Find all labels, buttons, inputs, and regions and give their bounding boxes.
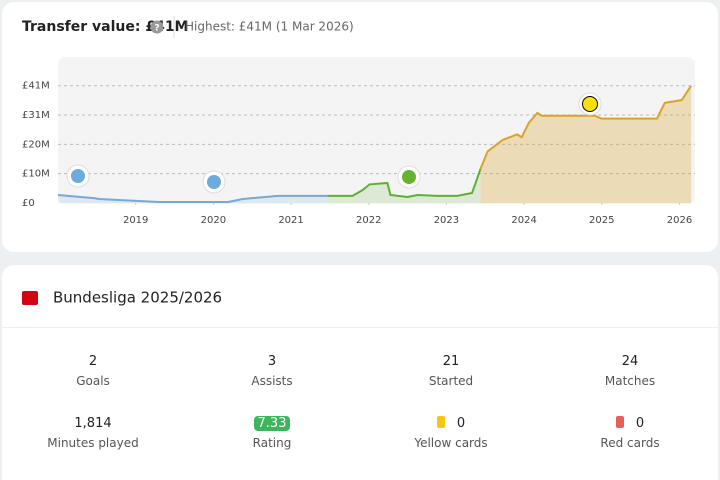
y-tick-label: £41M (22, 81, 50, 92)
y-tick-label: £0 (22, 198, 35, 209)
card-icon (615, 416, 624, 428)
stat-value: 21 (361, 352, 541, 372)
y-tick-label: £20M (22, 139, 50, 150)
stat-value-text: 0 (635, 416, 645, 431)
help-icon[interactable] (150, 20, 164, 34)
stat-label: Red cards (600, 436, 660, 450)
stat: 3 Assists (182, 352, 362, 388)
help-glyph: ? (154, 24, 159, 34)
stats-card: 2 Goals 3 Assists 21 Started 24 Matches 1,814 Min… (2, 265, 718, 480)
line (479, 85, 692, 170)
badge (582, 96, 598, 112)
divider (2, 327, 718, 328)
stat-value: 1,814 (3, 414, 183, 434)
stat-value: 0 (361, 414, 541, 434)
x-tick-label: 2025 (589, 215, 614, 226)
stat-value-text: 3 (267, 354, 277, 369)
stat-value-text: 0 (456, 416, 466, 431)
title: Transfer value: £41M (22, 19, 189, 35)
stat-value-text: 1,814 (74, 416, 112, 431)
badge (402, 170, 416, 184)
x-tick-label: 2021 (278, 215, 303, 226)
y-tick-label: £31M (22, 110, 50, 121)
chart: Transfer value: £41M ? Highest: £41M (1 … (22, 16, 695, 307)
stat: 0 Red cards (540, 414, 720, 450)
stat: 2 Goals (3, 352, 183, 388)
line (327, 168, 482, 199)
x-tick-label: 2019 (123, 215, 148, 226)
x-tick-label: 2022 (356, 215, 381, 226)
stat-value: 24 (540, 352, 720, 372)
area (480, 85, 692, 203)
stat-value: 3 (182, 352, 362, 372)
badges (66, 92, 602, 194)
x-tick-label: 2026 (667, 215, 692, 226)
stat-label: Goals (76, 374, 110, 388)
stat-value: 7.33 (182, 414, 362, 434)
stat-value-text: 24 (621, 354, 639, 369)
line (57, 193, 328, 203)
stat-label: Started (428, 374, 474, 388)
competition-title: Bundesliga 2025/2026 (53, 289, 222, 307)
stat-label: Assists (251, 374, 293, 388)
plot-bg (58, 57, 695, 204)
card-icon (436, 416, 445, 428)
stat-label: Yellow cards (414, 436, 488, 450)
highest: Highest: £41M (1 Mar 2026) (185, 20, 354, 34)
league-icon (22, 291, 38, 305)
stat-value: 2 (3, 352, 183, 372)
stat-value-text: 2 (88, 354, 98, 369)
stat: 1,814 Minutes played (3, 414, 183, 450)
stat: 24 Matches (540, 352, 720, 388)
stat-value: 0 (540, 414, 720, 434)
badge (207, 175, 221, 189)
stat-label: Matches (604, 374, 656, 388)
stat-label: Minutes played (47, 436, 139, 450)
stat: 21 Started (361, 352, 541, 388)
stat: 7.33 Rating (182, 414, 362, 450)
x-tick-label: 2023 (434, 215, 459, 226)
area (327, 168, 481, 203)
badge (71, 169, 85, 183)
stat-label: Rating (252, 436, 292, 450)
y-tick-label: £10M (22, 169, 50, 180)
stat: 0 Yellow cards (361, 414, 541, 450)
stat-value-text: 21 (442, 354, 460, 369)
stat-value-text: 7.33 (253, 416, 291, 431)
x-tick-label: 2020 (201, 215, 226, 226)
x-tick-label: 2024 (511, 215, 536, 226)
